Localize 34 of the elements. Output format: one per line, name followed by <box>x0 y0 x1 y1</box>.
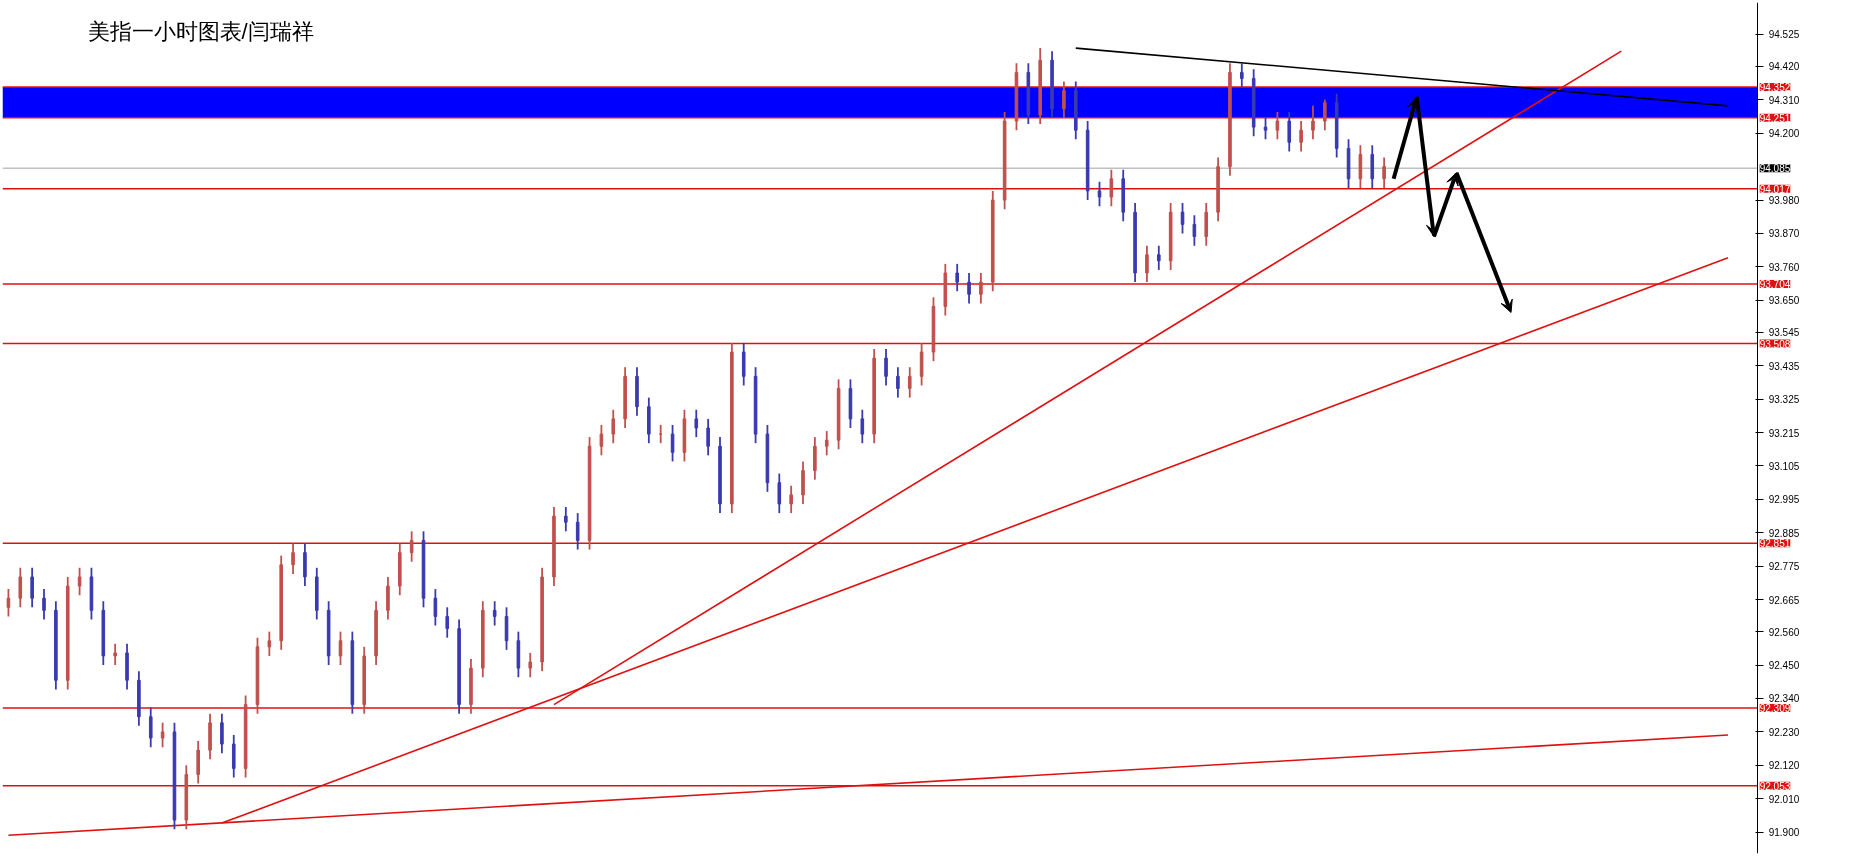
ref-line-label: 92.309 <box>1759 702 1791 714</box>
y-tick-label: 94.310 <box>1768 94 1800 106</box>
y-tick-label: 93.760 <box>1768 261 1800 273</box>
y-tick-label: 93.215 <box>1768 427 1800 439</box>
ref-line-label: 93.704 <box>1759 278 1791 290</box>
y-tick-label: 92.665 <box>1768 594 1800 606</box>
ref-line-label: 92.053 <box>1759 780 1791 792</box>
ref-line-label: 93.508 <box>1759 338 1791 350</box>
text: 美指一小时图表/闫瑞祥 <box>87 18 314 44</box>
y-tick-label: 92.885 <box>1768 527 1800 539</box>
ref-line-label: 94.085 <box>1759 163 1791 175</box>
y-tick-label: 91.900 <box>1768 827 1800 839</box>
ref-line-label: 94.251 <box>1759 112 1791 124</box>
y-tick-label: 92.340 <box>1768 693 1800 705</box>
y-tick-label: 92.560 <box>1768 626 1800 638</box>
y-tick-label: 93.105 <box>1768 460 1800 472</box>
y-tick-label: 94.420 <box>1768 61 1800 73</box>
y-tick-label: 92.120 <box>1768 760 1800 772</box>
y-tick-label: 93.650 <box>1768 295 1800 307</box>
y-tick-label: 92.775 <box>1768 561 1800 573</box>
y-tick-label: 93.325 <box>1768 394 1800 406</box>
ref-line-label: 92.851 <box>1759 538 1791 550</box>
ref-line-label: 94.352 <box>1759 81 1791 93</box>
y-tick-label: 93.980 <box>1768 195 1800 207</box>
y-tick-label: 93.435 <box>1768 360 1800 372</box>
y-tick-label: 92.230 <box>1768 726 1800 738</box>
y-tick-label: 93.870 <box>1768 228 1800 240</box>
y-tick-label: 92.010 <box>1768 793 1800 805</box>
y-tick-label: 94.200 <box>1768 128 1800 140</box>
y-tick-label: 93.545 <box>1768 327 1800 339</box>
y-tick-label: 94.525 <box>1768 29 1800 41</box>
y-tick-label: 92.450 <box>1768 660 1800 672</box>
ref-line-label: 94.017 <box>1759 183 1791 195</box>
y-tick-label: 92.995 <box>1768 494 1800 506</box>
